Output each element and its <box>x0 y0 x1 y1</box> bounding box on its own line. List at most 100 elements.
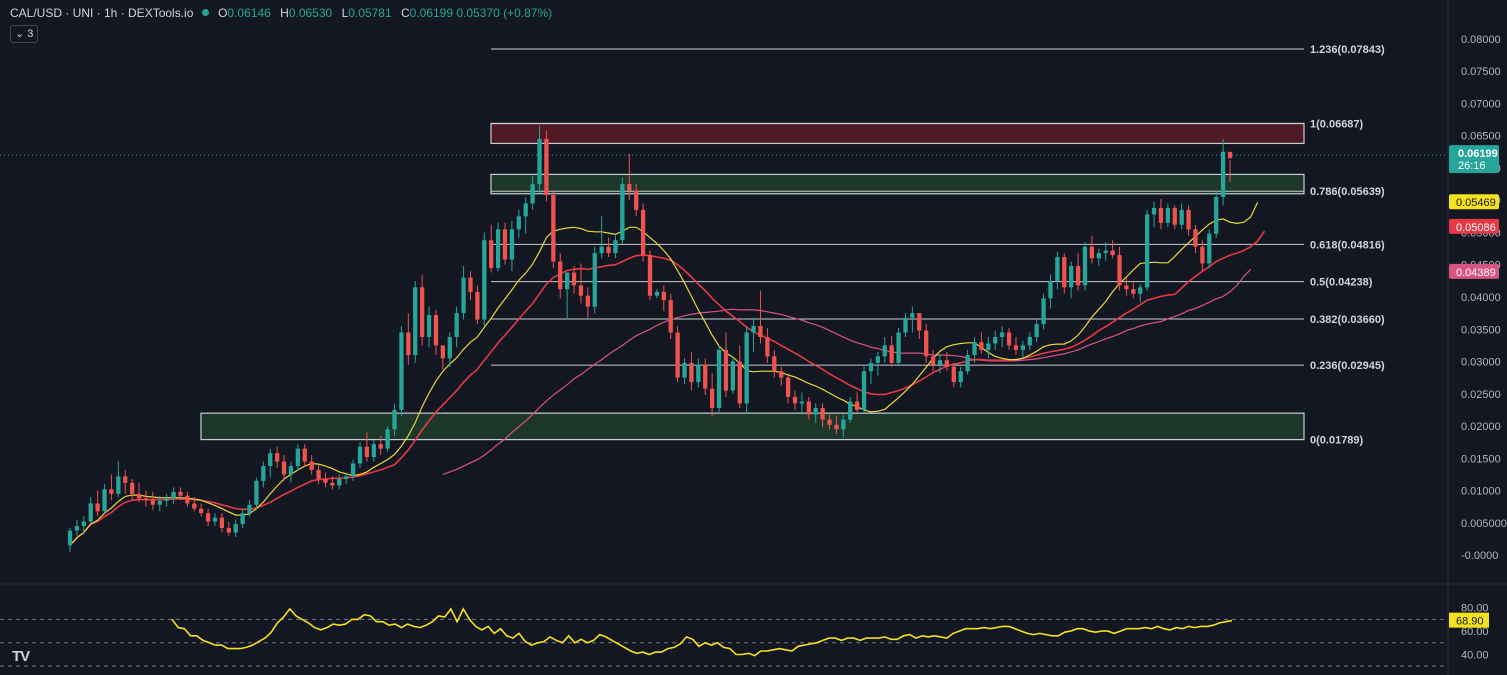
candle-body <box>654 291 660 296</box>
candle-body <box>309 461 314 470</box>
candle-body <box>212 517 218 522</box>
candle-body <box>1069 266 1074 288</box>
candle-body <box>171 491 176 499</box>
change-value: 0.05370 (+0.87%) <box>456 6 553 20</box>
candle-body <box>357 446 363 464</box>
high-value: 0.06530 <box>288 6 333 20</box>
y-tick-label: 0.01500 <box>1461 453 1501 465</box>
candle-body <box>185 495 190 504</box>
candle-body <box>205 513 211 522</box>
candle-body <box>178 491 183 496</box>
candle-body <box>1165 207 1170 223</box>
candle-body <box>1186 209 1191 230</box>
candle-body <box>109 489 114 494</box>
candle-body <box>350 463 356 477</box>
y-tick-label: 0.03500 <box>1461 324 1501 336</box>
candle-body <box>924 330 929 357</box>
candle-body <box>668 300 673 333</box>
y-tick-label: 0.005000 <box>1461 518 1507 530</box>
candle-body <box>910 313 915 318</box>
candle-body <box>136 493 142 499</box>
low-value: 0.05781 <box>348 6 392 20</box>
candle-body <box>730 361 735 391</box>
candle-body <box>337 478 342 486</box>
candle-body <box>917 313 922 331</box>
candle-body <box>233 524 238 533</box>
candle-body <box>74 526 80 531</box>
open-value: 0.06146 <box>227 6 271 20</box>
demand-zone <box>490 173 1305 195</box>
candle-body <box>192 503 197 509</box>
candle-body <box>647 255 653 296</box>
candle-body <box>219 517 225 528</box>
candle-body <box>675 332 680 378</box>
candle-body <box>1193 229 1198 247</box>
tradingview-logo-icon[interactable]: TV <box>12 648 30 665</box>
candle-body <box>116 476 121 494</box>
candle-body <box>268 453 273 467</box>
candle-body <box>723 349 729 391</box>
candle-body <box>703 364 708 389</box>
ma-value-label: 0.04389 <box>1456 267 1496 279</box>
candle-body <box>930 356 936 365</box>
candle-body <box>406 332 411 356</box>
candle-body <box>81 521 86 527</box>
candle-body <box>371 444 376 458</box>
candle-body <box>537 138 542 185</box>
ma-slow-line <box>442 268 1252 475</box>
candle-body <box>627 184 632 191</box>
candle-body <box>689 362 694 383</box>
candle-body <box>544 138 549 196</box>
candle-body <box>1200 246 1205 264</box>
candle-body <box>1089 246 1095 259</box>
fib-label: 1(0.06687) <box>1310 119 1364 131</box>
candle-body <box>302 448 307 462</box>
candle-body <box>1214 196 1219 234</box>
candle-body <box>841 419 846 430</box>
symbol-title[interactable]: CAL/USD · UNI · 1h · DEXTools.io <box>10 6 194 20</box>
candle-body <box>1179 209 1184 225</box>
y-tick-label: 0.01000 <box>1461 486 1501 498</box>
indicator-count: 3 <box>27 28 34 40</box>
close-label: C <box>400 6 410 20</box>
candle-body <box>592 253 597 307</box>
candle-body <box>1103 250 1108 254</box>
chart-legend: CAL/USD · UNI · 1h · DEXTools.io O0.0614… <box>10 6 552 20</box>
candle-body <box>1000 332 1005 338</box>
candle-body <box>344 476 349 479</box>
candle-body <box>254 480 259 505</box>
candle-body <box>1027 337 1032 346</box>
rsi-tick-label: 80.00 <box>1461 603 1489 615</box>
candle-body <box>399 332 404 410</box>
candle-body <box>1048 280 1053 299</box>
candle-body <box>1020 345 1025 350</box>
candle-body <box>1055 256 1060 281</box>
rsi-value-label: 68.90 <box>1456 616 1484 628</box>
candle-body <box>413 287 418 356</box>
price-axis[interactable]: 0.080000.075000.070000.065000.060000.055… <box>1461 34 1507 562</box>
candle-body <box>585 295 590 307</box>
candle-body <box>558 261 563 290</box>
candle-body <box>882 345 887 357</box>
candle-body <box>710 388 715 408</box>
rsi-value-tag <box>1449 612 1489 628</box>
candle-body <box>958 371 963 383</box>
candle-body <box>143 498 149 501</box>
candle-body <box>1227 151 1233 159</box>
y-tick-label: 0.03000 <box>1461 357 1501 369</box>
fib-label: 0.786(0.05639) <box>1310 186 1385 198</box>
candle-body <box>447 337 452 359</box>
candle-body <box>261 466 266 481</box>
candle-body <box>861 371 867 410</box>
fib-label: 0.5(0.04238) <box>1310 277 1373 289</box>
candle-body <box>578 285 584 296</box>
candle-body <box>889 345 894 363</box>
candle-body <box>288 466 294 475</box>
y-tick-label: 0.06500 <box>1461 131 1501 143</box>
candle-body <box>461 277 466 314</box>
indicators-toggle-button[interactable]: ⌄ 3 <box>10 25 39 43</box>
candle-body <box>979 342 984 350</box>
candle-body <box>1138 287 1143 294</box>
candle-body <box>896 332 901 363</box>
